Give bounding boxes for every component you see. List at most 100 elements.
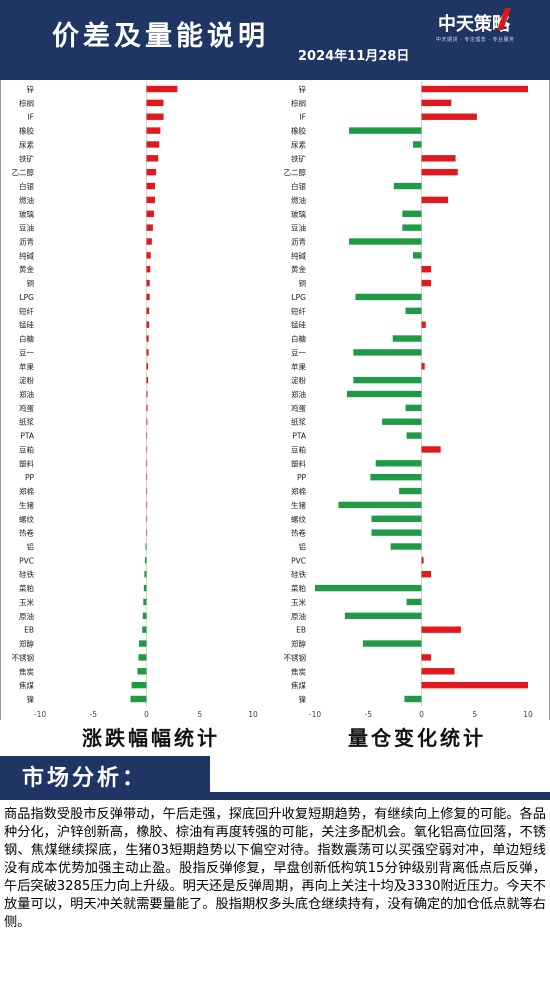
volume-bar — [353, 349, 422, 356]
change-bar — [146, 252, 151, 259]
change-bar — [146, 501, 148, 509]
change-bar — [146, 390, 148, 398]
volume-bar — [421, 279, 432, 287]
change-category-label: 玉米 — [19, 597, 34, 607]
volume-category-label: 白银 — [291, 181, 306, 191]
change-category-label: 焦炭 — [19, 666, 34, 676]
change-category-label: 镍 — [27, 694, 35, 704]
change-category-label: 棕榈 — [19, 98, 34, 108]
volume-bar — [421, 363, 425, 370]
change-bar — [146, 182, 156, 190]
volume-category-label: 郑棉 — [291, 486, 306, 496]
volume-bar — [346, 390, 422, 398]
volume-bar — [421, 266, 432, 273]
volume-category-label: 锰硅 — [291, 320, 306, 330]
change-bar — [146, 196, 156, 204]
change-category-label: PP — [25, 473, 35, 482]
change-category-label: 纸浆 — [19, 417, 34, 427]
volume-bar — [421, 681, 528, 689]
volume-category-label: 沥青 — [291, 237, 306, 247]
volume-category-label: 淀粉 — [291, 375, 306, 385]
change-bar — [146, 363, 149, 370]
volume-category-label: 鸡蛋 — [291, 403, 306, 413]
change-bar — [146, 238, 152, 245]
volume-bar — [405, 404, 422, 412]
volume-category-label: 棕榈 — [291, 98, 306, 108]
change-bar — [146, 515, 148, 522]
change-tick-label: -10 — [34, 710, 46, 719]
volume-category-label: 焦炭 — [291, 666, 306, 676]
volume-bar — [421, 654, 432, 661]
change-bar — [137, 668, 147, 675]
change-bar — [146, 529, 148, 536]
change-category-label: 铜 — [27, 278, 35, 288]
change-category-label: 玻璃 — [19, 209, 34, 219]
change-category-label: 白银 — [19, 181, 34, 191]
volume-category-label: 郑油 — [291, 389, 306, 399]
volume-category-label: 原油 — [291, 611, 306, 621]
change-category-label: 鸡蛋 — [19, 403, 34, 413]
volume-category-label: 短纤 — [291, 306, 306, 316]
chart-title-volume: 量仓变化统计 — [348, 726, 486, 750]
volume-category-label: PVC — [291, 556, 306, 565]
volume-category-label: IF — [299, 113, 306, 122]
change-bar — [143, 598, 147, 606]
volume-bar — [370, 473, 422, 481]
change-category-label: 纯碱 — [19, 250, 34, 260]
change-category-label: 郑醇 — [19, 639, 34, 649]
volume-category-label: 燃油 — [291, 195, 306, 205]
header-banner: 价差及量能说明 2024年11月28日 中天策略 中天期货 · 专注理念 · 专… — [0, 0, 550, 80]
volume-bar — [404, 695, 422, 703]
volume-bar — [421, 168, 458, 176]
volume-bar — [406, 598, 422, 606]
change-bar — [146, 376, 149, 384]
volume-bar — [412, 141, 422, 148]
brand-slogan: 中天期货 · 专注理念 · 专业服务 — [436, 37, 515, 43]
change-bar — [145, 543, 147, 550]
change-bar — [146, 349, 149, 356]
volume-bar — [338, 501, 422, 509]
change-category-label: 不锈钢 — [12, 652, 35, 662]
change-bar — [143, 584, 147, 592]
report-date: 2024年11月28日 — [298, 49, 410, 64]
change-category-label: 郑棉 — [19, 486, 34, 496]
volume-category-label: 硅铁 — [291, 569, 306, 579]
volume-category-label: 尿素 — [291, 139, 306, 149]
volume-category-label: 豆一 — [291, 348, 306, 357]
volume-bar — [421, 668, 455, 675]
volume-bar — [393, 182, 422, 190]
change-bar — [138, 654, 147, 661]
volume-bar — [382, 418, 422, 425]
change-tick-label: 5 — [197, 710, 202, 719]
change-category-label: 豆粕 — [19, 444, 34, 454]
change-bar — [142, 612, 147, 620]
change-category-label: 尿素 — [19, 139, 34, 149]
change-bar — [146, 473, 148, 481]
volume-bar — [421, 85, 528, 93]
change-bar — [146, 293, 150, 301]
volume-category-label: 不锈钢 — [284, 652, 307, 662]
volume-bar — [421, 155, 456, 162]
change-category-label: 铁矿 — [19, 153, 34, 163]
change-bar — [146, 460, 148, 467]
change-category-label: 郑油 — [19, 389, 34, 399]
volume-category-label: 生猪 — [291, 500, 306, 510]
volume-category-label: 白糖 — [291, 334, 306, 344]
volume-category-label: LPG — [291, 293, 306, 302]
change-category-label: 铝 — [27, 542, 35, 552]
volume-tick-label: 10 — [523, 710, 533, 719]
volume-bar — [371, 529, 422, 536]
volume-bar — [421, 196, 449, 204]
change-bar — [146, 210, 154, 217]
change-bar — [146, 141, 160, 148]
volume-bar — [353, 376, 422, 384]
brand-logo: 中天策略 — [438, 14, 510, 35]
change-category-label: 苹果 — [19, 361, 34, 371]
volume-bar — [402, 210, 422, 217]
volume-bar — [421, 557, 424, 564]
change-bar — [146, 85, 178, 93]
change-category-label: 燃油 — [19, 195, 34, 205]
change-bar — [146, 404, 148, 412]
volume-category-label: 塑料 — [291, 458, 306, 468]
